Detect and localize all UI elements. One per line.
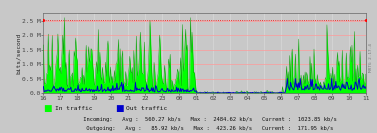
Text: MRTG 2.17.4: MRTG 2.17.4: [369, 43, 373, 72]
Y-axis label: bits/second: bits/second: [15, 33, 20, 74]
Text: Out traffic: Out traffic: [126, 106, 167, 111]
Text: Outgoing:   Avg :   85.92 kb/s   Max :  423.26 kb/s   Current :  171.95 kb/s: Outgoing: Avg : 85.92 kb/s Max : 423.26 …: [44, 126, 333, 131]
Text: ■: ■: [115, 104, 124, 113]
Text: In traffic: In traffic: [55, 106, 92, 111]
Text: ■: ■: [43, 104, 52, 113]
Text: Incoming:   Avg :  560.27 kb/s   Max :  2484.62 kb/s   Current :  1023.85 kb/s: Incoming: Avg : 560.27 kb/s Max : 2484.6…: [41, 117, 336, 122]
